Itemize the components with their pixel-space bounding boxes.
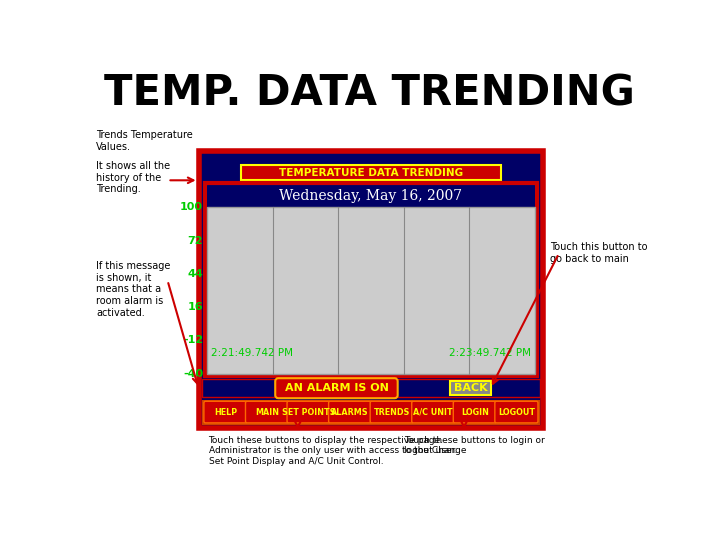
Text: HELP: HELP: [214, 408, 237, 416]
FancyBboxPatch shape: [204, 184, 537, 376]
Text: 2:21:49.742 PM: 2:21:49.742 PM: [211, 348, 293, 358]
Text: Trends Temperature
Values.: Trends Temperature Values.: [96, 130, 193, 152]
Text: MAIN: MAIN: [255, 408, 279, 416]
Text: 16: 16: [187, 302, 203, 312]
Text: LOGOUT: LOGOUT: [498, 408, 535, 416]
Text: Touch these buttons to display the respective page.
Administrator is the only us: Touch these buttons to display the respe…: [209, 436, 466, 465]
Text: LOGIN: LOGIN: [461, 408, 489, 416]
FancyBboxPatch shape: [412, 401, 455, 423]
Text: TEMP. DATA TRENDING: TEMP. DATA TRENDING: [104, 72, 634, 114]
Text: BACK: BACK: [454, 383, 487, 393]
Text: If this message
is shown, it
means that a
room alarm is
activated.: If this message is shown, it means that …: [96, 261, 171, 318]
FancyBboxPatch shape: [199, 151, 544, 428]
FancyBboxPatch shape: [450, 381, 490, 395]
Text: TEMPERATURE DATA TRENDING: TEMPERATURE DATA TRENDING: [279, 167, 463, 178]
Text: It shows all the
history of the
Trending.: It shows all the history of the Trending…: [96, 161, 171, 194]
FancyBboxPatch shape: [207, 186, 535, 207]
Text: 44: 44: [187, 269, 203, 279]
FancyBboxPatch shape: [207, 207, 535, 374]
Text: -12: -12: [183, 335, 203, 345]
FancyBboxPatch shape: [275, 378, 397, 398]
FancyBboxPatch shape: [370, 401, 413, 423]
Text: 2:23:49.742 PM: 2:23:49.742 PM: [449, 348, 531, 358]
FancyBboxPatch shape: [495, 401, 538, 423]
Text: SET POINTS: SET POINTS: [282, 408, 336, 416]
Text: TRENDS: TRENDS: [374, 408, 410, 416]
FancyBboxPatch shape: [204, 401, 247, 423]
Text: ALARMS: ALARMS: [331, 408, 369, 416]
Text: 100: 100: [180, 202, 203, 212]
Text: Touch these buttons to login or
logout user.: Touch these buttons to login or logout u…: [404, 436, 545, 455]
FancyBboxPatch shape: [328, 401, 372, 423]
Text: 72: 72: [188, 235, 203, 246]
Text: AN ALARM IS ON: AN ALARM IS ON: [284, 383, 388, 393]
FancyBboxPatch shape: [241, 165, 500, 180]
Text: Touch this button to
go back to main: Touch this button to go back to main: [549, 242, 647, 264]
FancyBboxPatch shape: [287, 401, 330, 423]
FancyBboxPatch shape: [202, 379, 540, 397]
FancyBboxPatch shape: [203, 401, 539, 423]
Text: A/C UNIT: A/C UNIT: [413, 408, 453, 416]
FancyBboxPatch shape: [454, 401, 496, 423]
Text: -40: -40: [183, 369, 203, 379]
Text: Wednesday, May 16, 2007: Wednesday, May 16, 2007: [279, 190, 462, 204]
FancyBboxPatch shape: [246, 401, 289, 423]
